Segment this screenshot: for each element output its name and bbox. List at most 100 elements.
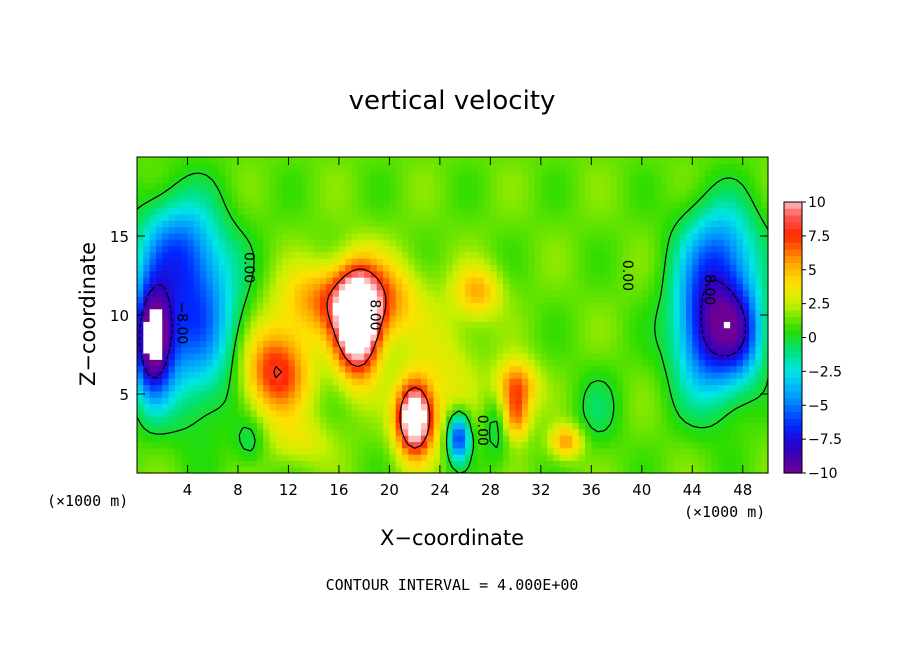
field-cell bbox=[692, 245, 700, 253]
field-cell bbox=[629, 245, 637, 253]
field-cell bbox=[534, 270, 542, 278]
field-cell bbox=[263, 239, 271, 247]
field-cell bbox=[420, 163, 428, 171]
field-cell bbox=[585, 441, 592, 449]
field-cell bbox=[521, 466, 529, 474]
field-cell bbox=[275, 182, 283, 190]
field-cell bbox=[566, 321, 573, 329]
field-cell bbox=[755, 422, 763, 430]
field-cell bbox=[585, 416, 592, 424]
field-cell bbox=[458, 188, 466, 196]
field-cell bbox=[484, 428, 491, 436]
field-cell bbox=[143, 378, 151, 386]
field-cell bbox=[231, 194, 239, 202]
field-cell bbox=[244, 460, 252, 468]
field-cell bbox=[496, 239, 504, 247]
field-cell bbox=[137, 371, 144, 379]
field-cell bbox=[711, 213, 719, 221]
field-cell bbox=[465, 283, 473, 291]
field-cell bbox=[629, 321, 637, 329]
field-cell bbox=[143, 220, 151, 228]
field-cell bbox=[597, 213, 605, 221]
field-cell bbox=[143, 441, 151, 449]
field-cell bbox=[364, 207, 372, 215]
field-cell bbox=[679, 371, 687, 379]
field-cell bbox=[452, 441, 460, 449]
field-cell bbox=[282, 277, 290, 284]
field-cell bbox=[509, 346, 517, 354]
field-cell bbox=[376, 308, 384, 316]
field-cell bbox=[591, 169, 599, 177]
field-cell bbox=[427, 365, 435, 373]
field-cell bbox=[471, 175, 479, 183]
field-cell bbox=[484, 163, 491, 171]
field-cell bbox=[692, 428, 700, 436]
field-cell bbox=[237, 460, 245, 468]
field-cell bbox=[648, 201, 656, 209]
field-cell bbox=[471, 371, 479, 379]
field-cell bbox=[269, 207, 277, 215]
field-cell bbox=[319, 327, 327, 335]
field-cell bbox=[635, 384, 643, 392]
field-cell bbox=[181, 283, 189, 291]
field-cell bbox=[187, 359, 195, 367]
field-cell bbox=[269, 175, 277, 183]
field-cell bbox=[673, 403, 681, 411]
field-cell bbox=[704, 416, 712, 424]
field-cell bbox=[427, 163, 435, 171]
field-cell bbox=[578, 403, 586, 411]
field-cell bbox=[439, 346, 447, 354]
field-cell bbox=[181, 447, 189, 455]
field-cell bbox=[540, 220, 548, 228]
field-cell bbox=[174, 384, 182, 392]
field-cell bbox=[181, 321, 189, 329]
field-cell bbox=[402, 188, 409, 196]
field-cell bbox=[490, 390, 498, 398]
field-cell bbox=[597, 226, 605, 234]
field-cell bbox=[149, 308, 157, 316]
field-cell bbox=[660, 207, 668, 215]
field-cell bbox=[137, 220, 144, 228]
field-cell bbox=[193, 428, 201, 436]
field-cell bbox=[578, 315, 586, 322]
field-cell bbox=[547, 327, 555, 335]
field-cell bbox=[528, 201, 536, 209]
field-cell bbox=[484, 359, 491, 367]
field-cell bbox=[730, 207, 738, 215]
field-cell bbox=[288, 403, 296, 411]
field-cell bbox=[660, 188, 668, 196]
field-cell bbox=[509, 188, 517, 196]
field-cell bbox=[578, 175, 586, 183]
field-cell bbox=[187, 251, 195, 259]
field-cell bbox=[654, 289, 662, 297]
field-cell bbox=[364, 397, 372, 405]
field-cell bbox=[559, 371, 567, 379]
field-cell bbox=[244, 220, 252, 228]
field-cell bbox=[427, 390, 435, 398]
field-cell bbox=[654, 232, 662, 240]
field-cell bbox=[174, 460, 182, 468]
field-cell bbox=[641, 441, 649, 449]
field-cell bbox=[168, 390, 176, 398]
field-cell bbox=[692, 460, 700, 468]
field-cell bbox=[521, 232, 529, 240]
field-cell bbox=[414, 327, 422, 335]
field-cell bbox=[490, 302, 498, 310]
field-cell bbox=[622, 220, 630, 228]
field-cell bbox=[730, 454, 738, 461]
field-cell bbox=[692, 264, 700, 272]
field-cell bbox=[269, 340, 277, 348]
field-cell bbox=[345, 213, 353, 221]
field-cell bbox=[591, 182, 599, 190]
field-cell bbox=[685, 213, 693, 221]
field-cell bbox=[572, 232, 580, 240]
field-cell bbox=[389, 441, 397, 449]
field-cell bbox=[414, 441, 422, 449]
field-cell bbox=[502, 277, 510, 284]
field-cell bbox=[193, 157, 201, 164]
field-cell bbox=[509, 460, 517, 468]
field-cell bbox=[200, 371, 208, 379]
field-cell bbox=[641, 390, 649, 398]
field-cell bbox=[502, 454, 510, 461]
field-cell bbox=[200, 169, 208, 177]
